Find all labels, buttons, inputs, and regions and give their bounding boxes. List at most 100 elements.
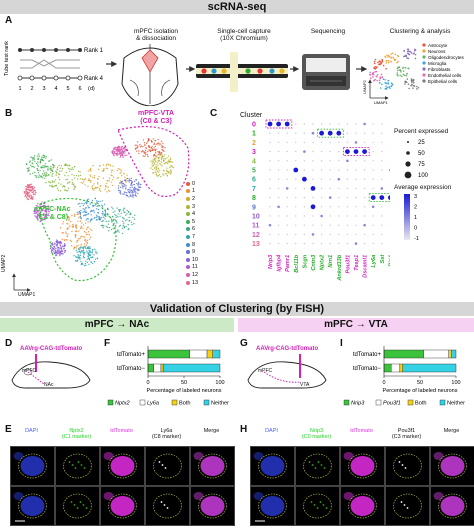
highlight-box	[265, 119, 293, 129]
mini-umap-point	[410, 84, 412, 87]
dotplot-dot	[329, 224, 331, 226]
umap-point	[49, 185, 51, 187]
umap-point	[96, 200, 98, 202]
umap-point	[146, 154, 149, 156]
umap-point	[152, 159, 154, 161]
umap-point	[49, 171, 52, 174]
dotplot-dot	[381, 150, 383, 153]
region-vta: VTA	[300, 382, 310, 388]
legend-swatch	[422, 49, 426, 53]
umap-point	[131, 189, 133, 191]
umap-point	[102, 177, 105, 179]
mini-umap-point	[391, 52, 394, 55]
umap-point	[32, 197, 34, 200]
dotplot-dot	[355, 206, 357, 208]
umap-point	[54, 249, 56, 251]
fish-image-tile	[10, 486, 55, 526]
umap-point	[70, 240, 73, 243]
umap-point	[110, 174, 112, 176]
umap-point	[37, 205, 39, 207]
umap-point	[151, 148, 153, 150]
umap-point	[149, 150, 152, 153]
umap-point	[145, 148, 147, 150]
umap-point	[124, 151, 126, 153]
dotplot-gene-label: Igfbp4	[277, 254, 283, 272]
umap-point	[164, 162, 167, 164]
umap-point	[81, 251, 84, 253]
umap-point	[27, 183, 29, 186]
umap-point	[142, 146, 144, 148]
umap-point	[63, 244, 66, 246]
umap-point	[29, 173, 31, 175]
mini-umap-point	[404, 67, 407, 69]
tube-dot	[53, 75, 59, 81]
mini-umap-point	[385, 62, 388, 64]
umap-point	[72, 183, 75, 185]
dotplot-gene-label: Bcl11b	[294, 254, 300, 273]
legend-swatch	[422, 61, 426, 65]
umap-point	[102, 169, 105, 172]
fish-image-tile	[190, 446, 235, 486]
umap-point	[62, 253, 64, 255]
umap-point	[120, 182, 123, 184]
umap-point	[101, 170, 104, 172]
dotplot-dot	[277, 141, 280, 144]
mini-umap-point	[409, 50, 412, 53]
umap-point	[127, 227, 130, 230]
umap-point	[73, 187, 76, 189]
umap-point	[74, 236, 77, 238]
fish-image-tile	[190, 486, 235, 526]
umap-point	[106, 167, 109, 170]
umap-point	[136, 188, 138, 190]
umap-point	[152, 172, 154, 174]
umap-point	[27, 184, 29, 187]
umap-point	[84, 251, 86, 254]
umap-point	[41, 176, 44, 179]
umap-point	[85, 231, 87, 234]
umap-point	[27, 170, 29, 173]
umap-point	[43, 207, 45, 209]
umap-point	[45, 171, 47, 173]
umap-point	[148, 138, 150, 140]
umap-point	[58, 252, 60, 254]
dotplot-dot	[303, 196, 306, 199]
umap-point	[168, 159, 170, 161]
mini-umap-point	[398, 69, 401, 71]
umap-point	[124, 211, 126, 214]
umap-point	[156, 143, 159, 145]
umap-point	[122, 183, 125, 185]
umap-point	[43, 174, 45, 176]
umap-point	[166, 167, 168, 169]
umap-point	[69, 225, 71, 227]
umap-point	[37, 214, 39, 217]
dotplot-dot	[363, 233, 366, 236]
umap-point	[123, 208, 125, 210]
umap-point	[31, 185, 33, 188]
umap-point	[33, 208, 36, 211]
umap-point	[120, 146, 122, 148]
dotplot-dot	[320, 233, 323, 236]
umap-point	[46, 172, 48, 175]
umap-point	[65, 178, 67, 181]
umap-point	[160, 157, 163, 160]
umap-point	[134, 194, 137, 197]
fish-image-tile	[10, 446, 55, 486]
dotplot-dot	[286, 169, 288, 171]
umap-point	[53, 185, 56, 187]
umap-point	[89, 250, 92, 252]
cluster-legend-item: 6	[186, 226, 206, 234]
mini-umap-point	[380, 62, 383, 64]
umap-point	[128, 188, 130, 191]
umap-point	[97, 200, 99, 203]
umap-point	[36, 219, 39, 221]
umap-point	[108, 226, 111, 229]
umap-point	[128, 179, 131, 181]
umap-point	[117, 148, 119, 150]
umap-point	[41, 201, 43, 203]
umap-point	[85, 228, 88, 230]
dotplot-dot	[277, 196, 280, 199]
umap-point	[88, 238, 91, 240]
umap-point	[101, 200, 103, 202]
umap-point	[95, 251, 97, 254]
dotplot-dot	[338, 160, 340, 162]
